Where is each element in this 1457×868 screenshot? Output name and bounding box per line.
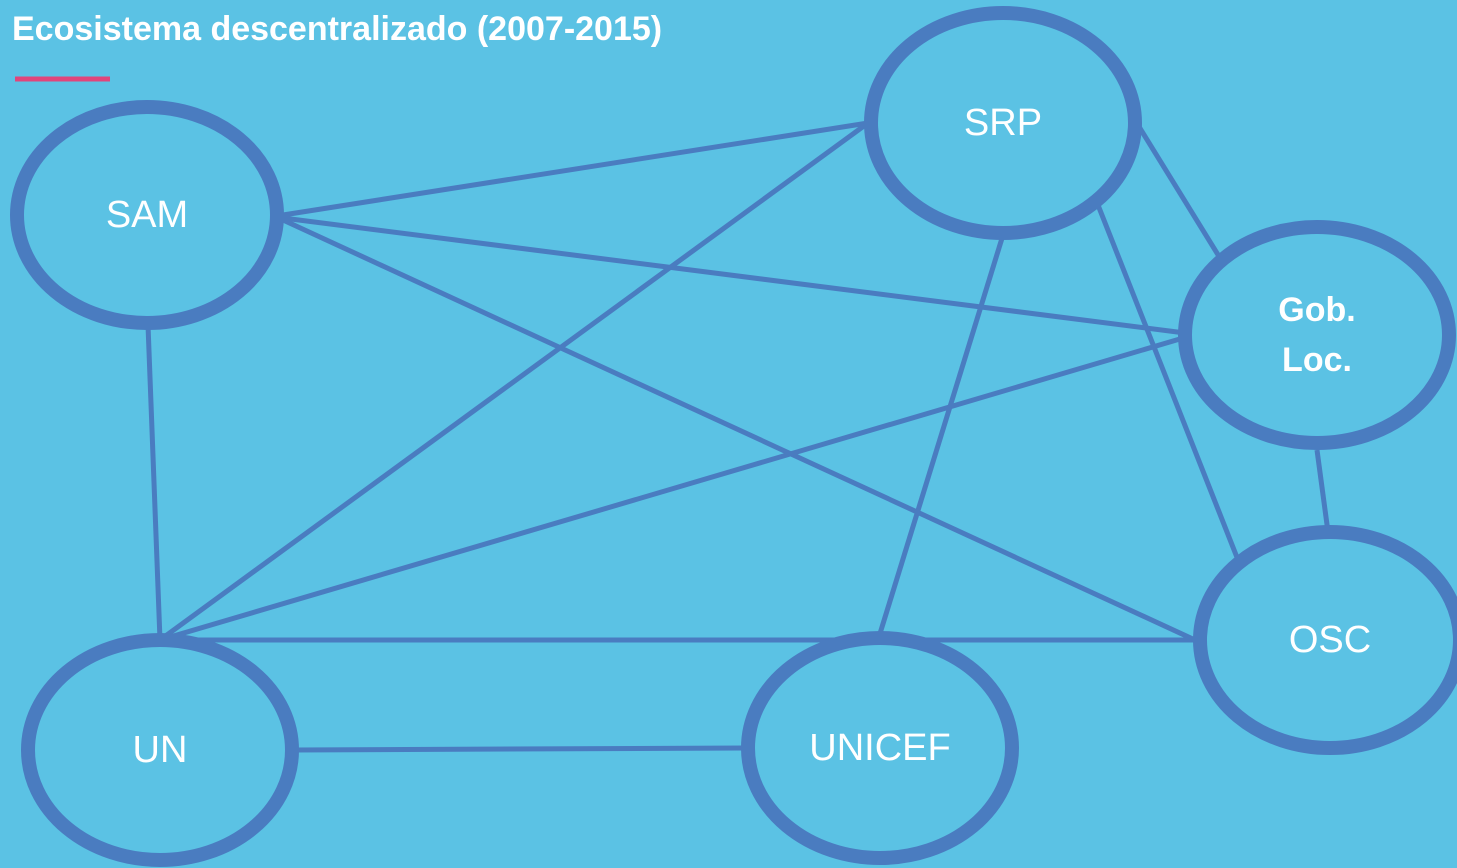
- edge: [281, 217, 1197, 643]
- edge: [294, 745, 746, 753]
- edge: [158, 120, 870, 643]
- node-label: Loc.: [1282, 341, 1352, 379]
- node-label: OSC: [1289, 619, 1371, 661]
- node-label: UNICEF: [809, 727, 950, 769]
- edge: [159, 333, 1191, 643]
- edge: [145, 324, 163, 641]
- node: [1178, 220, 1456, 450]
- edge: [1095, 204, 1243, 566]
- nodes: SAM SRP Gob. Loc. OSC UN UNICEF: [10, 6, 1457, 867]
- node-label: Gob.: [1278, 291, 1355, 329]
- edge: [875, 234, 1006, 641]
- node: [10, 100, 284, 330]
- node: [741, 631, 1019, 865]
- title: Ecosistema descentralizado (2007-2015): [12, 10, 662, 48]
- node: [864, 6, 1142, 240]
- edge: [282, 120, 869, 218]
- node-label: SAM: [106, 194, 188, 236]
- edge: [282, 215, 1186, 336]
- node-label: UN: [133, 729, 188, 771]
- edge: [1135, 123, 1223, 260]
- edge: [1314, 449, 1331, 533]
- node: [21, 633, 299, 867]
- edges: [145, 120, 1331, 753]
- node-label: SRP: [964, 102, 1042, 144]
- node: [1193, 525, 1457, 755]
